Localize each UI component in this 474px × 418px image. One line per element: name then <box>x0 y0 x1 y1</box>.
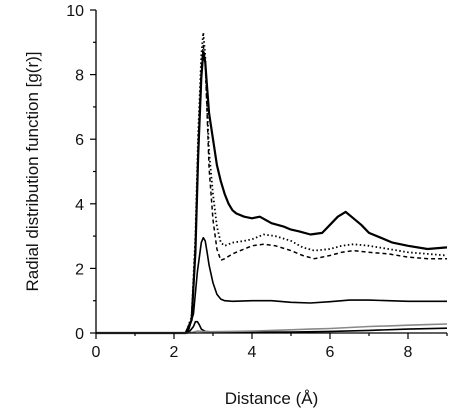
x-tick-label: 6 <box>326 344 335 361</box>
x-tick-label: 8 <box>404 344 413 361</box>
axes: 0 2 4 6 8 0 2 4 6 8 10 <box>66 3 448 361</box>
plot-area <box>96 31 448 335</box>
y-tick-label: 8 <box>75 68 84 85</box>
y-axis-title: Radial distribution function [g(r)] <box>23 51 42 291</box>
y-tick-label: 10 <box>66 3 84 20</box>
x-tick-label: 2 <box>170 344 179 361</box>
series-line-4 <box>96 236 447 334</box>
x-tick-label: 4 <box>248 344 257 361</box>
y-tick-label: 2 <box>75 261 84 278</box>
y-tick-label: 6 <box>75 132 84 149</box>
series-line-2 <box>96 31 448 334</box>
series-line-3 <box>96 44 447 334</box>
y-tick-label: 0 <box>75 326 84 343</box>
x-tick-label: 0 <box>92 344 101 361</box>
series-line-6 <box>96 323 448 334</box>
y-tick-label: 4 <box>75 197 84 214</box>
series-line-1 <box>96 50 448 335</box>
x-axis-title: Distance (Å) <box>225 389 319 408</box>
series-line-5 <box>96 320 448 334</box>
